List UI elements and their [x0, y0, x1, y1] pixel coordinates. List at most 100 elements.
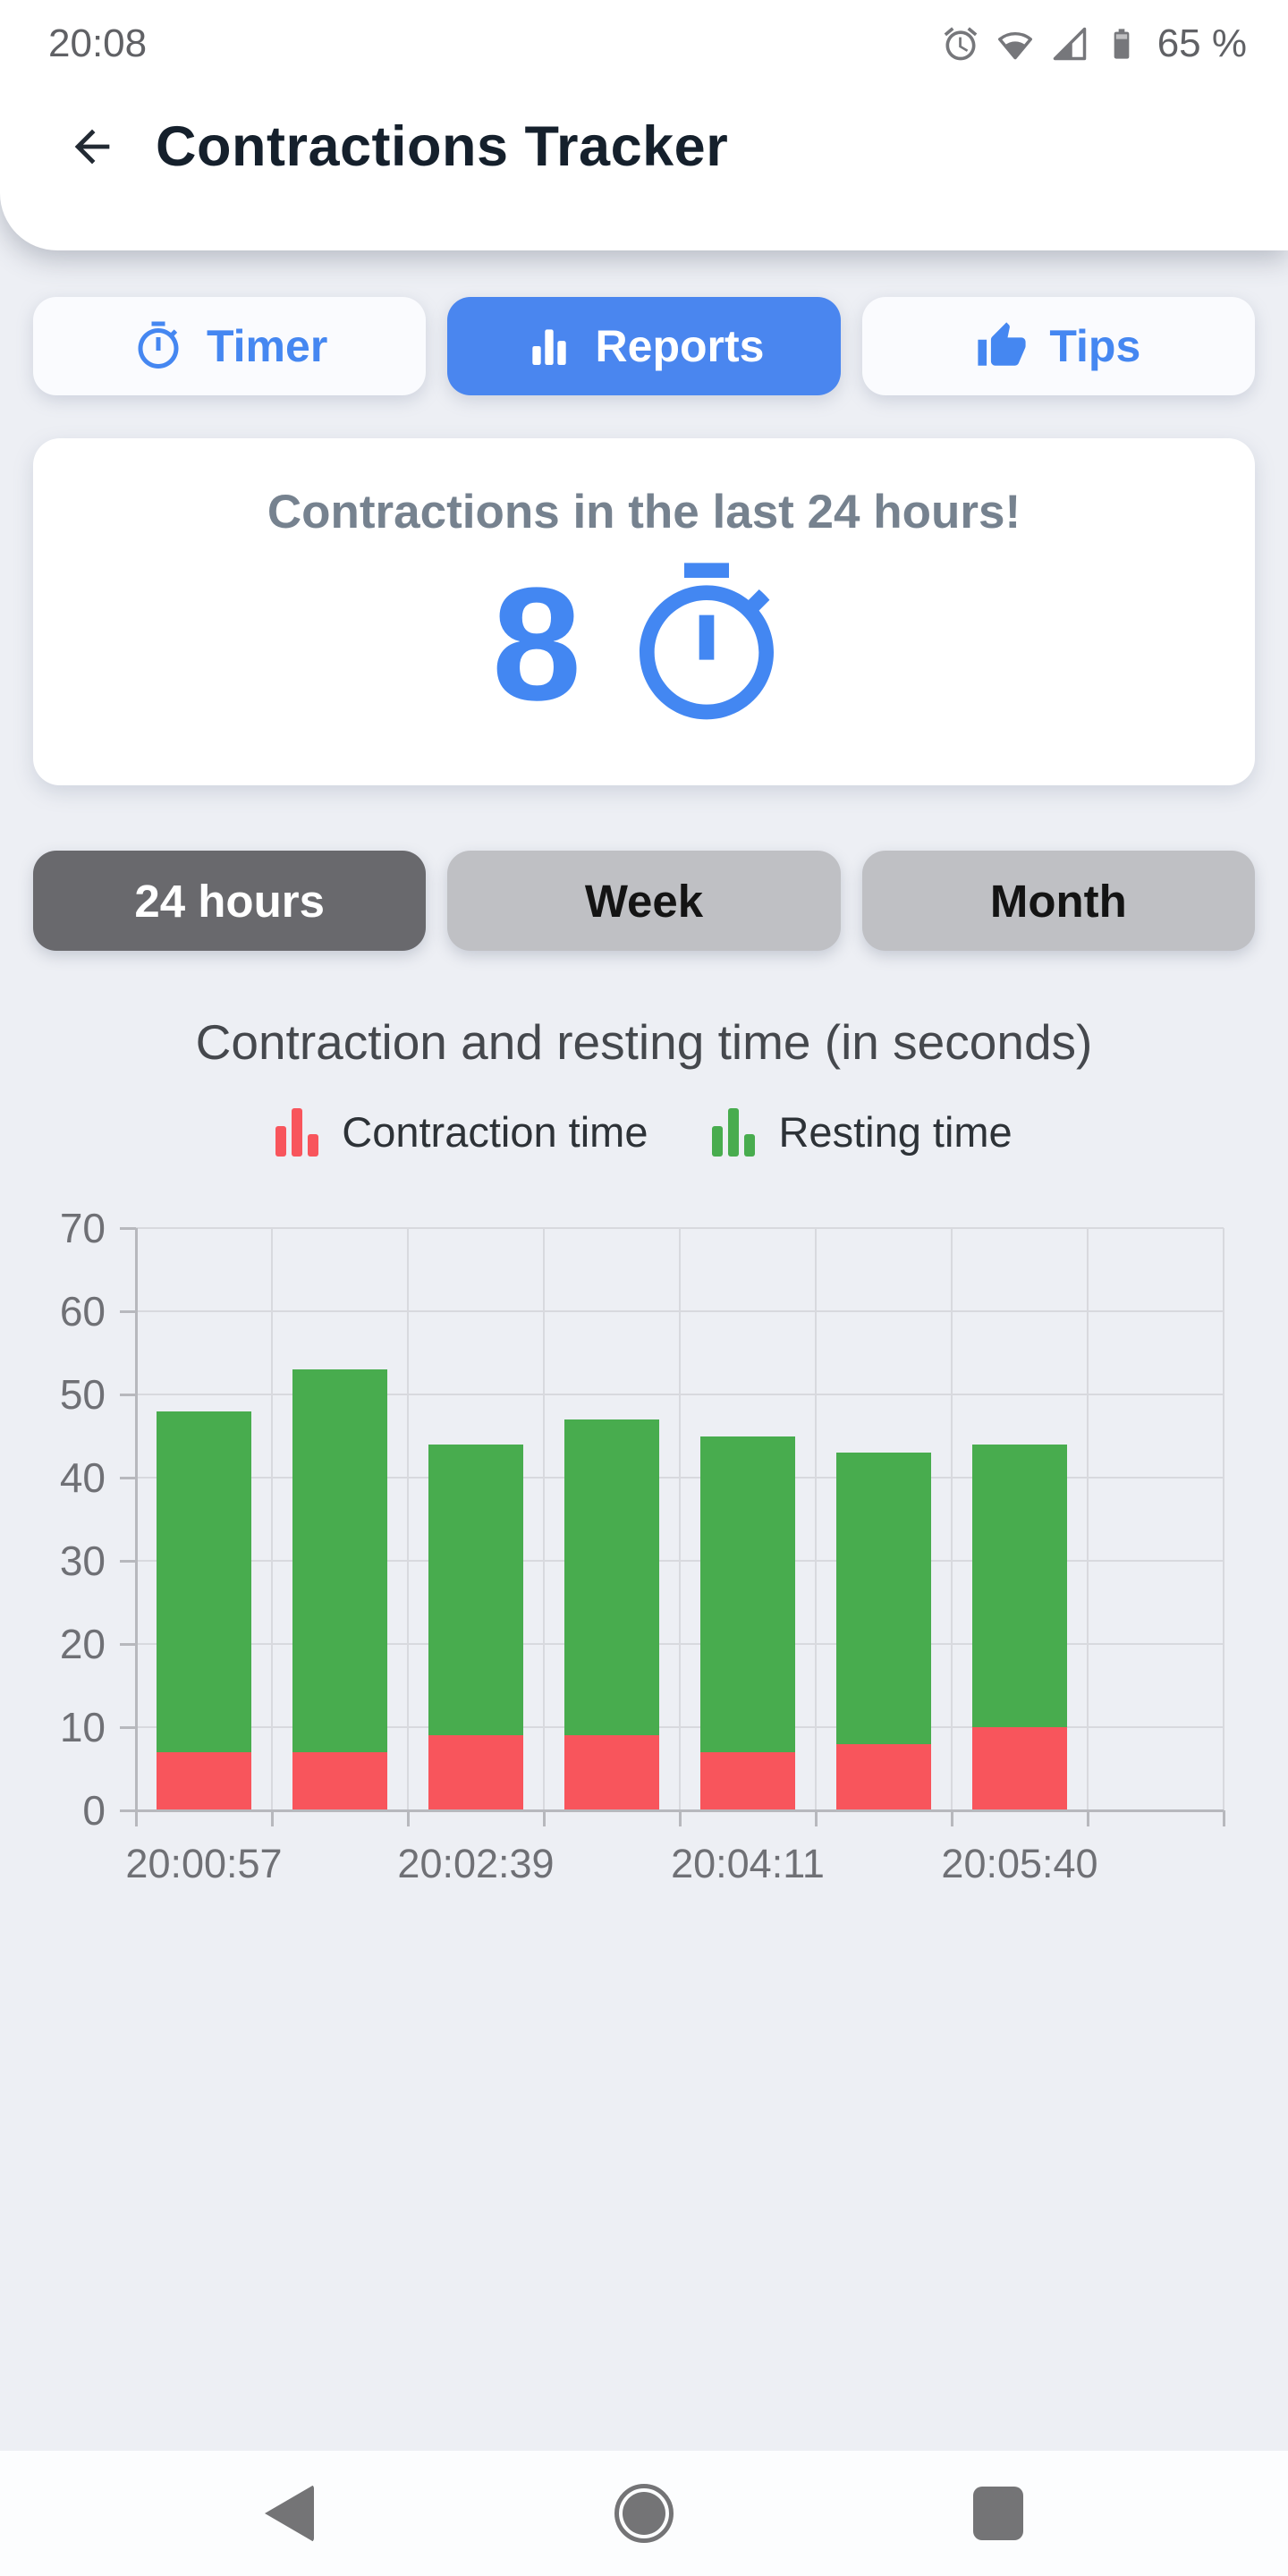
resting-bar-segment	[428, 1444, 523, 1736]
page-title: Contractions Tracker	[156, 115, 729, 178]
summary-card: Contractions in the last 24 hours! 8	[33, 438, 1255, 785]
gridline-v	[407, 1228, 409, 1810]
contraction-bar-segment	[836, 1743, 931, 1810]
wifi-icon	[995, 24, 1036, 64]
chart-legend: Contraction time Resting time	[0, 1107, 1288, 1157]
red-bars-icon	[275, 1107, 319, 1157]
gridline-v	[1223, 1228, 1224, 1810]
arrow-left-icon	[66, 129, 118, 175]
y-tick-label: 40	[59, 1454, 106, 1501]
alarm-icon	[941, 24, 980, 64]
x-tick	[134, 1810, 138, 1826]
y-tick-label: 30	[59, 1538, 106, 1584]
contraction-count: 8	[491, 555, 582, 734]
gridline-v	[815, 1228, 817, 1810]
range-24-hours[interactable]: 24 hours	[33, 851, 427, 951]
status-bar: 20:08 65 %	[0, 0, 1288, 66]
back-triangle-icon	[265, 2485, 314, 2542]
y-tick	[120, 1309, 136, 1313]
x-tick	[678, 1810, 682, 1826]
gridline-v	[1087, 1228, 1089, 1810]
tab-reports[interactable]: Reports	[447, 297, 841, 395]
legend-label: Resting time	[778, 1108, 1013, 1156]
range-selector: 24 hours Week Month	[33, 851, 1255, 951]
contraction-bar-segment	[157, 1751, 251, 1810]
gridline-v	[679, 1228, 681, 1810]
contraction-bar-segment	[428, 1735, 523, 1810]
thumbs-up-icon	[976, 320, 1028, 372]
green-bars-icon	[712, 1107, 756, 1157]
range-week[interactable]: Week	[447, 851, 841, 951]
app-bar: 20:08 65 %	[0, 0, 1288, 250]
battery-icon	[1104, 23, 1140, 64]
resting-bar-segment	[564, 1419, 659, 1736]
resting-bar-segment	[836, 1453, 931, 1744]
y-tick	[120, 1642, 136, 1646]
tab-label: Timer	[207, 321, 328, 371]
android-nav-bar	[0, 2451, 1288, 2576]
contraction-bar-segment	[292, 1751, 387, 1810]
nav-recents-button[interactable]	[973, 2487, 1023, 2540]
recents-square-icon	[973, 2487, 1023, 2540]
y-tick	[120, 1226, 136, 1230]
nav-back-button[interactable]	[265, 2485, 314, 2542]
summary-card-title: Contractions in the last 24 hours!	[267, 486, 1021, 538]
x-tick	[270, 1810, 274, 1826]
x-tick	[1222, 1810, 1225, 1826]
gridline-v	[951, 1228, 953, 1810]
x-tick	[814, 1810, 818, 1826]
resting-bar-segment	[157, 1411, 251, 1752]
y-tick-label: 10	[59, 1704, 106, 1750]
stopwatch-icon	[131, 319, 185, 373]
status-icons: 65 %	[941, 21, 1247, 66]
contraction-bar-segment	[700, 1751, 795, 1810]
legend-label: Contraction time	[342, 1108, 648, 1156]
x-tick-label: 20:04:11	[671, 1841, 825, 1886]
stacked-bar-chart: 0 10 20 30 40 50 60 70 20:00:57 20:02:39 20:04:11 2…	[60, 1205, 1225, 1886]
x-tick-label: 20:02:39	[397, 1841, 555, 1886]
tab-timer[interactable]: Timer	[33, 297, 427, 395]
title-bar: Contractions Tracker	[0, 66, 1288, 179]
cell-signal-icon	[1050, 24, 1089, 64]
status-time: 20:08	[48, 21, 148, 65]
legend-contraction-time: Contraction time	[275, 1107, 648, 1157]
x-tick	[542, 1810, 546, 1826]
bar-chart-icon	[524, 321, 574, 371]
y-tick	[120, 1393, 136, 1396]
y-tick	[120, 1559, 136, 1563]
x-tick-label: 20:00:57	[125, 1841, 283, 1886]
y-tick	[120, 1725, 136, 1729]
summary-count-row: 8	[33, 547, 1255, 743]
gridline-v	[271, 1228, 273, 1810]
x-tick	[950, 1810, 953, 1826]
x-tick	[406, 1810, 410, 1826]
tab-label: Reports	[595, 321, 765, 371]
tab-label: Tips	[1049, 321, 1141, 371]
resting-bar-segment	[292, 1369, 387, 1752]
y-tick	[120, 1809, 136, 1812]
back-button[interactable]	[66, 121, 118, 173]
y-tick-label: 60	[59, 1288, 106, 1335]
nav-home-button[interactable]	[614, 2484, 674, 2543]
y-tick	[120, 1476, 136, 1479]
gridline-v	[543, 1228, 545, 1810]
stopwatch-icon	[617, 555, 796, 734]
gridline-v	[135, 1228, 138, 1810]
contraction-bar-segment	[972, 1727, 1067, 1810]
tab-tips[interactable]: Tips	[861, 297, 1255, 395]
x-tick-label: 20:05:40	[941, 1841, 1098, 1886]
y-tick-label: 50	[59, 1371, 106, 1418]
tab-bar: Timer Reports Tips	[33, 297, 1255, 395]
contraction-bar-segment	[564, 1735, 659, 1810]
y-tick-label: 0	[82, 1787, 106, 1834]
gridline-h	[136, 1809, 1224, 1812]
resting-bar-segment	[972, 1444, 1067, 1727]
range-month[interactable]: Month	[861, 851, 1255, 951]
home-circle-icon	[614, 2484, 674, 2543]
plot-area: 0 10 20 30 40 50 60 70 20:00:57 20:02:39 20:04:11 2…	[60, 1205, 1225, 1886]
chart-title: Contraction and resting time (in seconds…	[195, 1014, 1093, 1070]
legend-resting-time: Resting time	[712, 1107, 1013, 1157]
x-tick	[1086, 1810, 1089, 1826]
resting-bar-segment	[700, 1436, 795, 1752]
